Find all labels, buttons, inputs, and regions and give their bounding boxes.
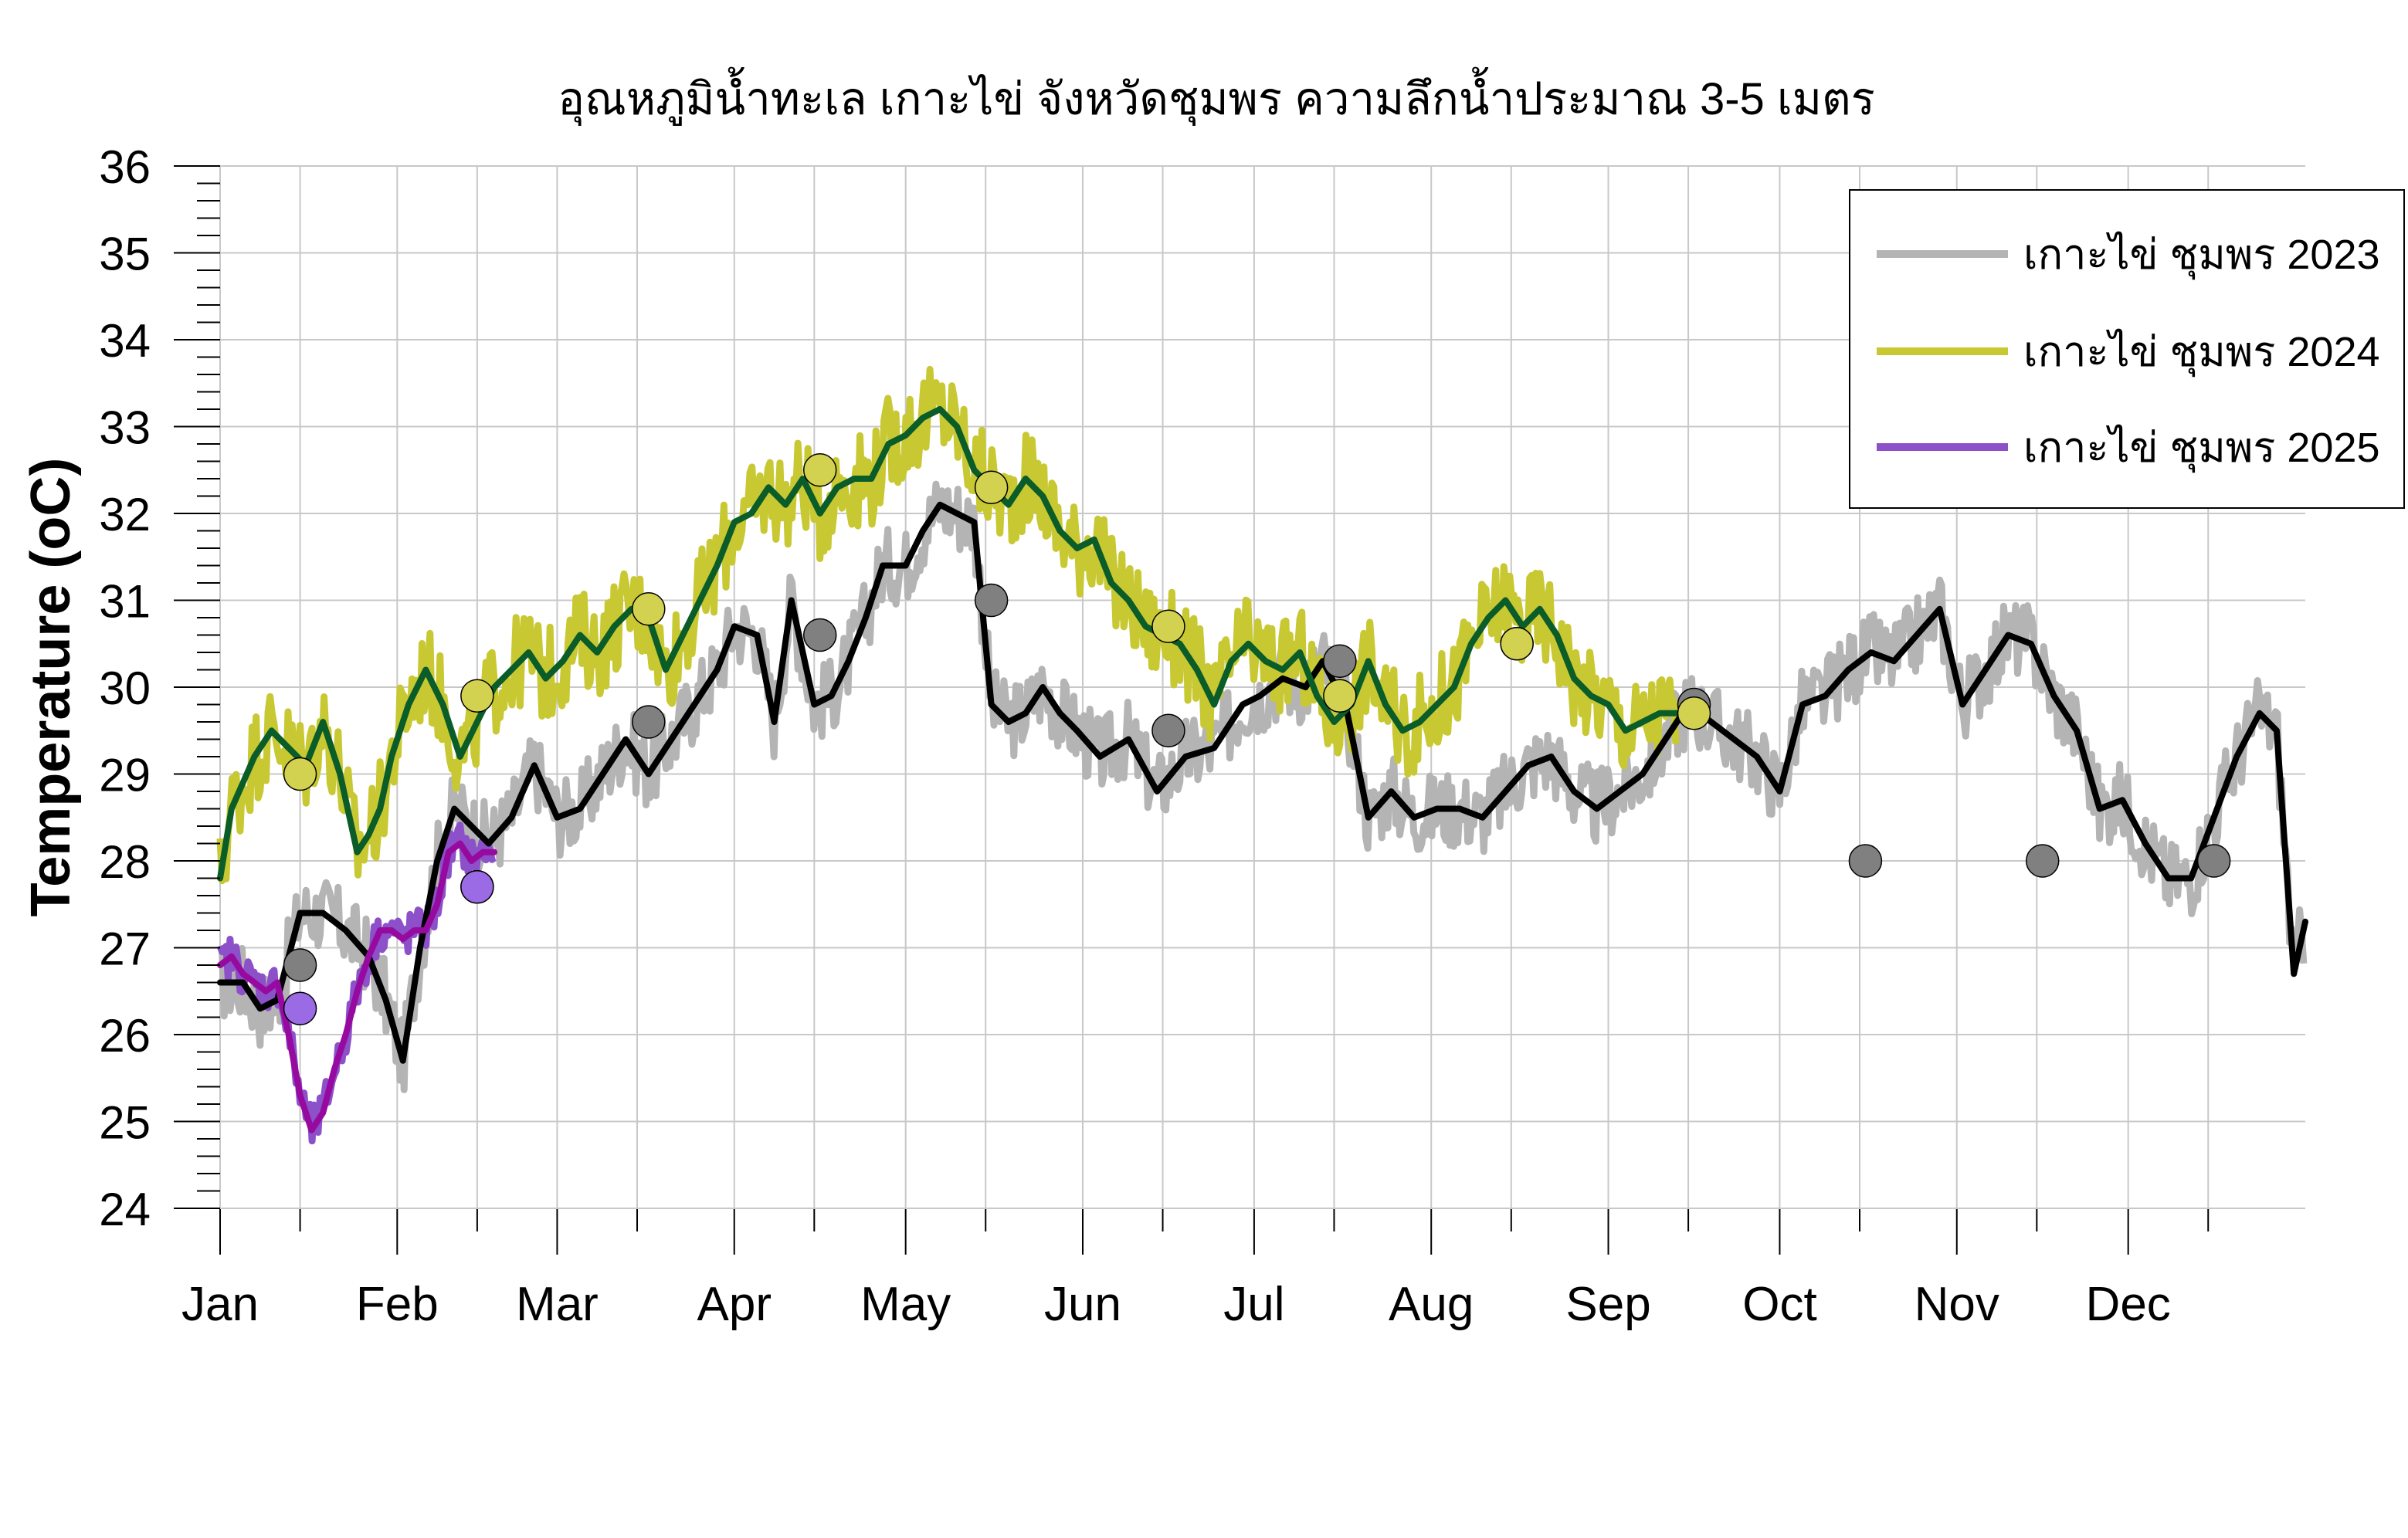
y-tick-label: 35: [99, 229, 151, 280]
series-line: [217, 840, 498, 1133]
legend-label-2025: เกาะไข่ ชุมพร 2025: [2023, 424, 2380, 473]
x-tick-label: Oct: [1742, 1278, 1816, 1331]
monthly-mean-marker: [283, 991, 317, 1025]
monthly-mean-marker: [1323, 679, 1357, 713]
monthly-mean-marker: [2025, 844, 2060, 878]
x-tick-label: Sep: [1565, 1278, 1650, 1331]
x-tick-label: Aug: [1389, 1278, 1474, 1331]
y-tick-label: 34: [99, 315, 151, 367]
legend-label-2023: เกาะไข่ ชุมพร 2023: [2023, 231, 2380, 280]
chart-title: อุณหภูมิน้ำทะเล เกาะไข่ จังหวัดชุมพร ควา…: [558, 67, 1875, 127]
axes: [174, 165, 2305, 1255]
monthly-mean-marker: [974, 583, 1009, 618]
x-tick-label: Jul: [1223, 1278, 1284, 1331]
y-tick-label: 33: [99, 402, 151, 454]
monthly-mean-marker: [1500, 627, 1534, 661]
monthly-mean-marker: [460, 679, 494, 713]
monthly-mean-marker: [1677, 696, 1711, 730]
x-tick-label: Apr: [697, 1278, 772, 1331]
monthly-mean-marker: [1848, 844, 1883, 878]
series-line: [217, 406, 1681, 882]
series-line: [217, 501, 2308, 1064]
y-tick-label: 28: [99, 836, 151, 888]
monthly-mean-marker: [460, 870, 494, 904]
legend: เกาะไข่ ชุมพร 2023 เกาะไข่ ชุมพร 2024 เก…: [1849, 189, 2405, 509]
y-tick-label: 24: [99, 1184, 151, 1235]
monthly-mean-marker: [283, 757, 317, 791]
series-band: [217, 480, 2308, 1093]
monthly-mean-markers: [283, 453, 2231, 1025]
y-tick-label: 25: [99, 1097, 151, 1149]
x-tick-label: May: [860, 1278, 951, 1331]
monthly-mean-marker: [1323, 644, 1357, 678]
daily-mean-lines: [217, 406, 2308, 1133]
monthly-mean-marker: [2196, 844, 2231, 878]
x-tick-label: Feb: [356, 1278, 439, 1331]
x-tick-label: Jun: [1044, 1278, 1121, 1331]
legend-label-2024: เกาะไข่ ชุมพร 2024: [2023, 328, 2380, 378]
monthly-mean-marker: [974, 470, 1009, 504]
monthly-mean-marker: [283, 948, 317, 982]
y-tick-label: 31: [99, 576, 151, 628]
y-tick-label: 36: [99, 141, 151, 193]
x-tick-label: Jan: [181, 1278, 259, 1331]
y-axis-label: Temperature (oC): [20, 458, 82, 917]
y-tick-label: 30: [99, 662, 151, 714]
y-tick-label: 32: [99, 489, 151, 540]
monthly-mean-marker: [1151, 609, 1185, 643]
y-tick-label: 27: [99, 923, 151, 975]
x-tick-label: Dec: [2086, 1278, 2171, 1331]
y-tick-label: 26: [99, 1010, 151, 1062]
monthly-mean-marker: [632, 592, 666, 626]
monthly-mean-marker: [802, 453, 837, 487]
monthly-mean-marker: [632, 705, 666, 739]
x-tick-label: Nov: [1915, 1278, 1999, 1331]
tick-labels: 24 25 26 27 28 29 30 31 32 33 34 35 36 Jan Feb Mar Apr Ma…: [99, 141, 2171, 1331]
x-tick-label: Mar: [516, 1278, 599, 1331]
monthly-mean-marker: [1151, 713, 1185, 747]
y-tick-label: 29: [99, 750, 151, 801]
monthly-mean-marker: [802, 618, 837, 652]
